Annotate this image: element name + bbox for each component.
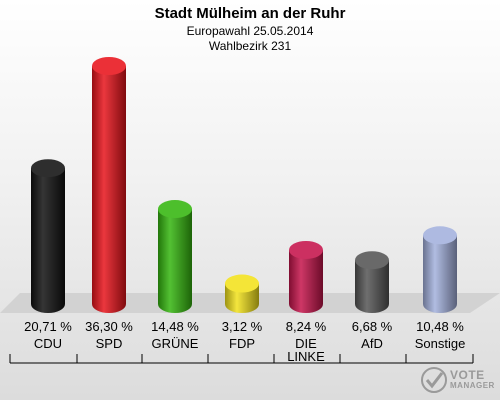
value-label: 36,30 % [85, 319, 133, 334]
bar-body [92, 66, 126, 313]
bar-top [423, 226, 457, 245]
bar-cdu [31, 159, 65, 313]
value-label: 8,24 % [286, 319, 327, 334]
category-label: SPD [96, 336, 123, 351]
bar-top [289, 240, 323, 259]
chart-district: Wahlbezirk 231 [208, 39, 292, 53]
bar-afd [355, 251, 389, 313]
bar-sonstige [423, 226, 457, 313]
bar-spd [92, 57, 126, 313]
bar-grüne [158, 200, 192, 313]
category-label: FDP [229, 336, 255, 351]
bar-top [158, 200, 192, 219]
chart-subtitle: Europawahl 25.05.2014 [186, 24, 314, 38]
value-label: 3,12 % [222, 319, 263, 334]
category-label: DIE [295, 336, 317, 351]
checkmark-ballot-icon [421, 367, 447, 393]
category-label: AfD [361, 336, 383, 351]
category-label: Sonstige [415, 336, 466, 351]
logo-text-manager: MANAGER [450, 381, 495, 390]
bar-top [355, 251, 389, 270]
bar-body [423, 235, 457, 313]
bar-body [289, 249, 323, 313]
bar-top [31, 159, 65, 178]
value-label: 6,68 % [352, 319, 393, 334]
bar-top [92, 57, 126, 75]
bar-top [225, 274, 259, 293]
bar-body [158, 209, 192, 313]
logo-text-vote: VOTE [450, 368, 485, 382]
value-label: 10,48 % [416, 319, 464, 334]
value-label: 20,71 % [24, 319, 72, 334]
category-label: CDU [34, 336, 62, 351]
vote-manager-logo: VOTE MANAGER [420, 366, 495, 394]
bar-die-linke [289, 240, 323, 313]
bar-body [355, 260, 389, 313]
category-label: LINKE [287, 349, 325, 364]
value-label: 14,48 % [151, 319, 199, 334]
bar-body [31, 168, 65, 313]
category-label: GRÜNE [152, 336, 199, 351]
bar-fdp [225, 274, 259, 313]
chart-title: Stadt Mülheim an der Ruhr [154, 5, 346, 22]
